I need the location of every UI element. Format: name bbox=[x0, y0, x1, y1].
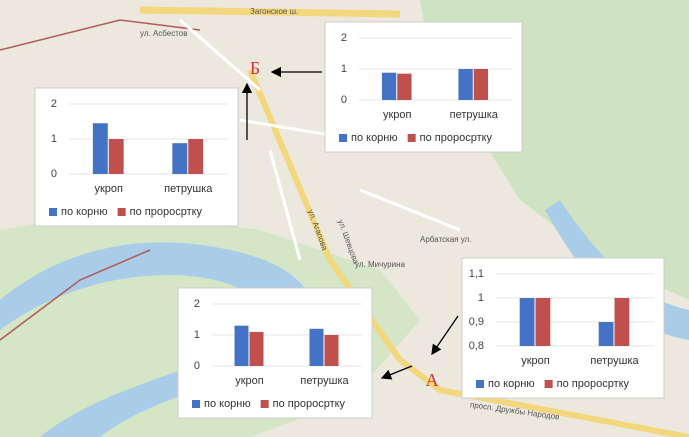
bar bbox=[519, 298, 535, 346]
bar bbox=[172, 143, 188, 174]
y-tick-label: 1,1 bbox=[469, 268, 484, 280]
bar bbox=[535, 298, 551, 346]
legend-swatch bbox=[339, 134, 347, 142]
legend-label: по проросртку bbox=[130, 206, 203, 218]
legend-swatch bbox=[117, 208, 126, 216]
street-label: Загонское ш. bbox=[250, 7, 298, 16]
boundary bbox=[0, 19, 201, 341]
bar bbox=[381, 72, 397, 100]
legend-swatch bbox=[49, 208, 57, 216]
street-label: ул. Асбестов bbox=[140, 29, 188, 38]
y-tick-label: 0,8 bbox=[469, 340, 484, 352]
legend-label: по проросртку bbox=[557, 378, 630, 390]
y-tick-label: 1 bbox=[194, 329, 200, 341]
chart: 0,8 0,9 1 1,1 укроп петрушка по корню по пророс… bbox=[461, 257, 665, 399]
x-tick-label: укроп bbox=[94, 183, 123, 195]
legend-swatch bbox=[476, 380, 484, 388]
bar bbox=[234, 325, 249, 366]
chart-panel bbox=[177, 287, 373, 419]
x-tick-label: укроп bbox=[383, 109, 412, 121]
legend-swatch bbox=[407, 134, 416, 142]
legend-label: по корню bbox=[488, 378, 535, 390]
bar bbox=[598, 322, 614, 346]
street-label: ул. Мичурина bbox=[355, 260, 405, 269]
y-tick-label: 0 bbox=[341, 94, 347, 106]
bar bbox=[473, 69, 489, 100]
legend-label: по корню bbox=[351, 132, 398, 144]
y-tick-label: 2 bbox=[51, 98, 57, 110]
chart-panel bbox=[34, 87, 239, 227]
chart: 0 1 2 укроп петрушка по корню по проросртку bbox=[34, 87, 239, 227]
legend-swatch bbox=[260, 400, 269, 408]
legend-swatch bbox=[544, 380, 553, 388]
bar bbox=[324, 335, 339, 366]
y-tick-label: 2 bbox=[341, 32, 347, 44]
x-tick-label: петрушка bbox=[164, 183, 213, 195]
y-tick-label: 1 bbox=[478, 292, 484, 304]
bar bbox=[614, 298, 630, 346]
y-tick-label: 2 bbox=[194, 298, 200, 310]
marker-label: А bbox=[426, 370, 439, 390]
legend-label: по корню bbox=[61, 206, 108, 218]
x-tick-label: укроп bbox=[235, 375, 264, 387]
y-tick-label: 0,9 bbox=[469, 316, 484, 328]
bar bbox=[249, 331, 264, 366]
y-tick-label: 0 bbox=[51, 168, 57, 180]
chart-panel bbox=[461, 257, 665, 399]
chart: 0 1 2 укроп петрушка по корню по проросртку bbox=[177, 287, 373, 419]
marker-label: Б bbox=[250, 58, 260, 78]
x-tick-label: укроп bbox=[521, 355, 550, 367]
x-tick-label: петрушка bbox=[300, 375, 349, 387]
y-tick-label: 1 bbox=[51, 133, 57, 145]
bar bbox=[309, 328, 324, 366]
road bbox=[247, 68, 689, 437]
x-tick-label: петрушка bbox=[590, 355, 639, 367]
bar bbox=[92, 123, 108, 174]
x-tick-label: петрушка bbox=[450, 109, 499, 121]
legend-label: по проросртку bbox=[273, 398, 346, 410]
road bbox=[139, 6, 401, 18]
chart-panel bbox=[324, 21, 523, 153]
street-label: Арбатская ул. bbox=[420, 235, 471, 244]
chart: 0 1 2 укроп петрушка по корню по проросртку bbox=[324, 21, 523, 153]
legend-label: по проросртку bbox=[420, 132, 493, 144]
legend-swatch bbox=[192, 400, 200, 408]
arrows bbox=[241, 66, 459, 380]
y-tick-label: 1 bbox=[341, 63, 347, 75]
legend-label: по корню bbox=[204, 398, 251, 410]
bar bbox=[458, 69, 473, 100]
bar bbox=[108, 139, 124, 174]
charts: 0 1 2 укроп петрушка по корню по проросртку 0 1 2… bbox=[34, 21, 665, 419]
y-tick-label: 0 bbox=[194, 360, 200, 372]
bar bbox=[397, 73, 412, 100]
bar bbox=[188, 139, 204, 174]
